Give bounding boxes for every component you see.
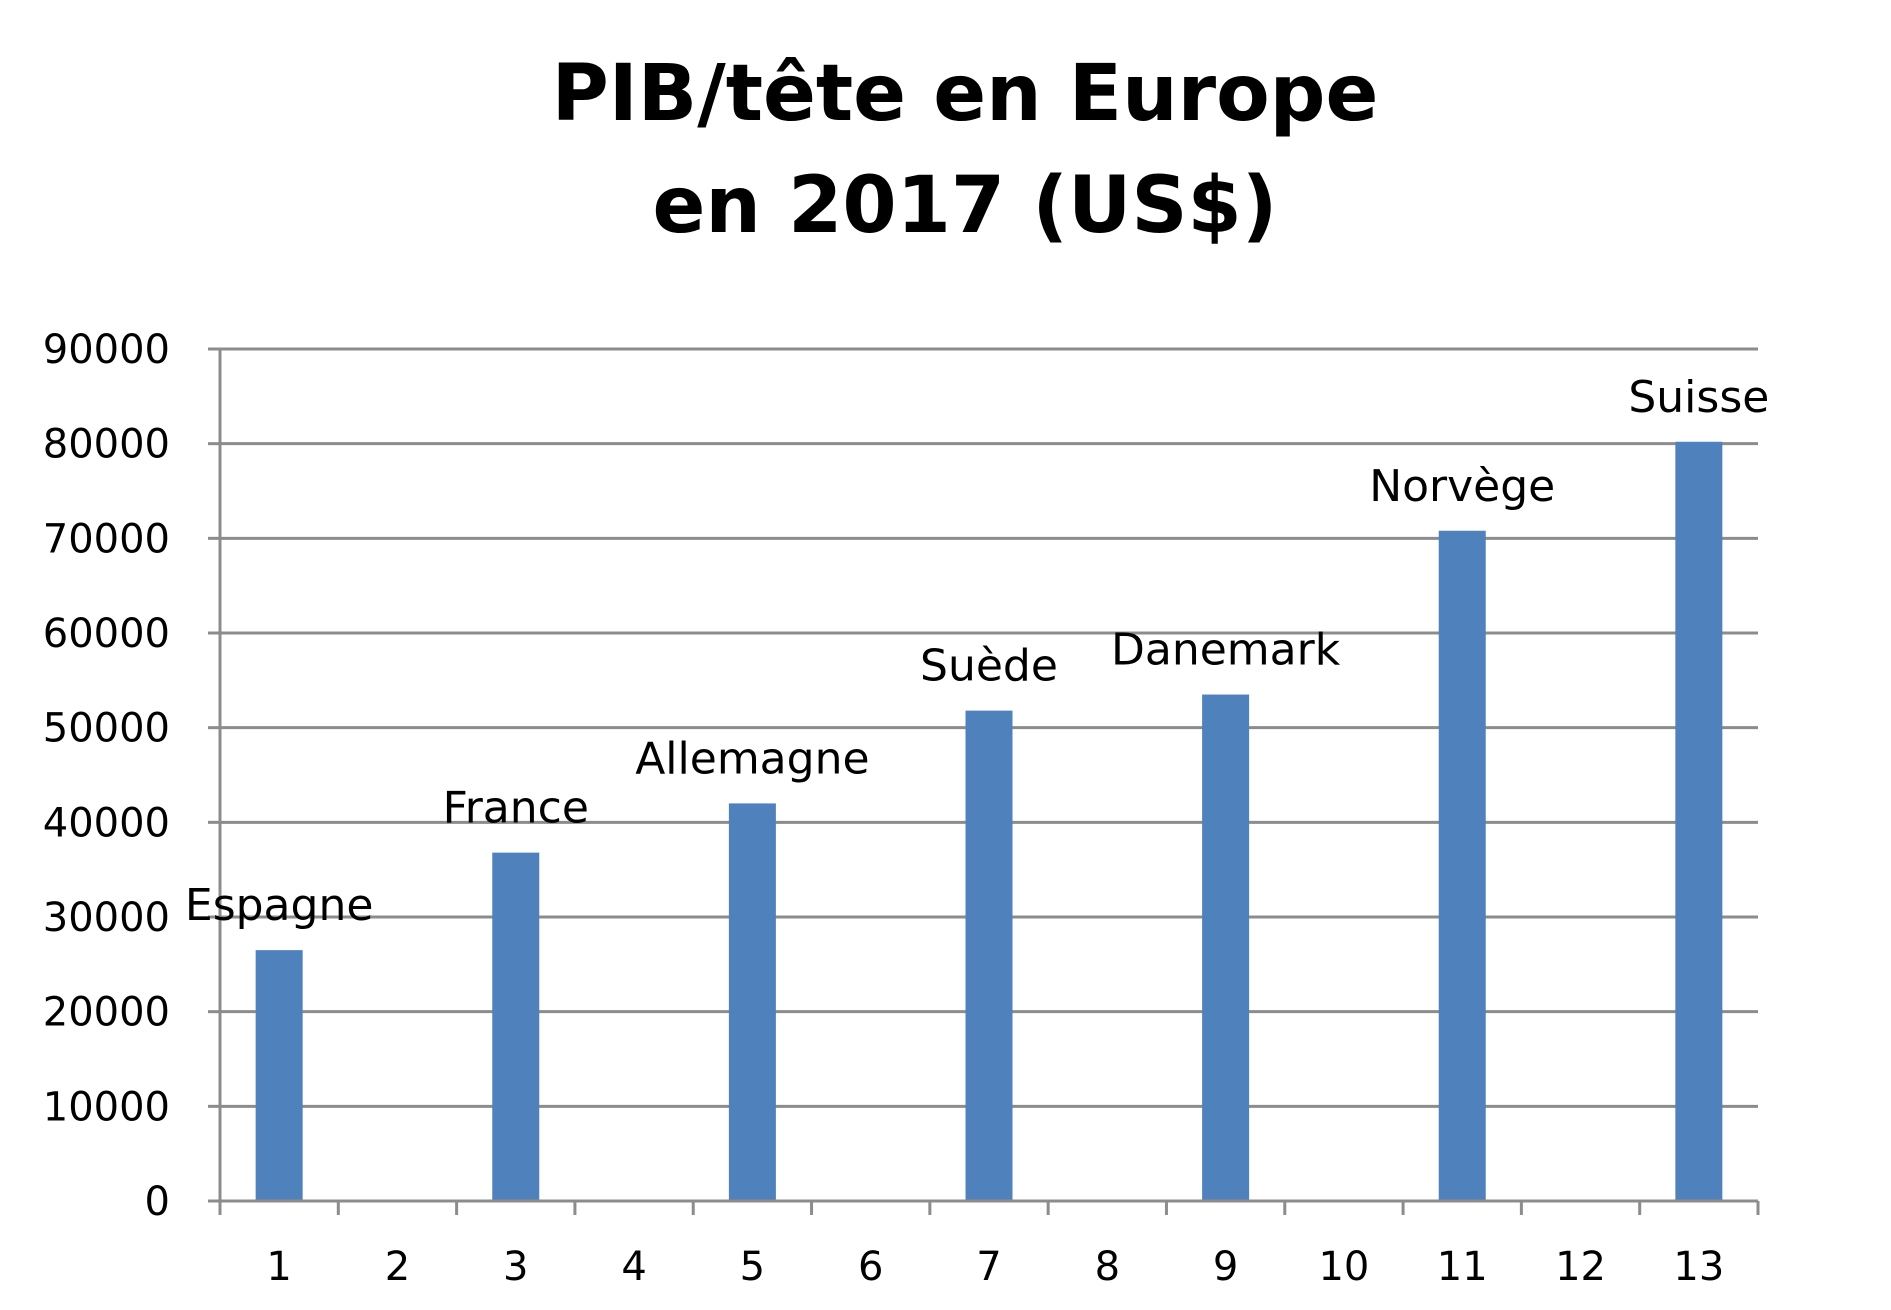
bar-label: Suisse (1628, 372, 1769, 423)
bar (1438, 530, 1486, 1201)
bars (255, 441, 1723, 1202)
x-tick-label: 11 (1437, 1244, 1488, 1290)
bar (965, 710, 1013, 1201)
bar-label: Norvège (1369, 461, 1555, 512)
bar-label: Danemark (1111, 625, 1341, 676)
bar-label: Allemagne (635, 733, 869, 784)
chart-title-line-2: en 2017 (US$) (653, 161, 1278, 251)
bar (728, 803, 776, 1201)
axes (208, 347, 1760, 1215)
y-tick-label: 80000 (43, 422, 170, 468)
x-tick-label: 10 (1318, 1244, 1369, 1290)
x-tick-label: 8 (1095, 1244, 1120, 1290)
y-tick-label: 0 (145, 1179, 170, 1225)
chart-title: PIB/tête en Europe en 2017 (US$) (552, 49, 1379, 251)
x-tick-label: 12 (1555, 1244, 1606, 1290)
bar-label: Suède (920, 641, 1058, 692)
x-tick-label: 1 (266, 1244, 291, 1290)
x-tick-label: 3 (503, 1244, 528, 1290)
x-tick-label: 7 (976, 1244, 1001, 1290)
y-tick-label: 60000 (43, 611, 170, 657)
y-tick-label: 50000 (43, 706, 170, 752)
y-tick-label: 20000 (43, 990, 170, 1036)
x-axis-ticks: 1 2 3 4 5 6 7 8 9 10 11 12 13 (266, 1244, 1724, 1290)
x-tick-label: 9 (1213, 1244, 1238, 1290)
chart-title-line-1: PIB/tête en Europe (552, 49, 1379, 139)
x-tick-label: 2 (385, 1244, 410, 1290)
bar-label: Espagne (185, 880, 374, 931)
bar (1202, 694, 1250, 1201)
y-axis-ticks: 0 10000 20000 30000 40000 50000 60000 70000 8000… (43, 327, 170, 1225)
bar-label: France (443, 783, 589, 834)
x-tick-label: 13 (1673, 1244, 1724, 1290)
y-tick-label: 40000 (43, 800, 170, 846)
y-tick-label: 30000 (43, 895, 170, 941)
bar (492, 852, 540, 1201)
x-tick-label: 5 (740, 1244, 765, 1290)
y-tick-label: 70000 (43, 516, 170, 562)
x-tick-label: 4 (621, 1244, 646, 1290)
bar-labels: Espagne France Allemagne Suède Danemark Norvè… (185, 372, 1769, 931)
y-tick-label: 10000 (43, 1084, 170, 1130)
bar (1675, 441, 1723, 1202)
x-tick-label: 6 (858, 1244, 883, 1290)
bar (255, 950, 303, 1201)
y-tick-label: 90000 (43, 327, 170, 373)
